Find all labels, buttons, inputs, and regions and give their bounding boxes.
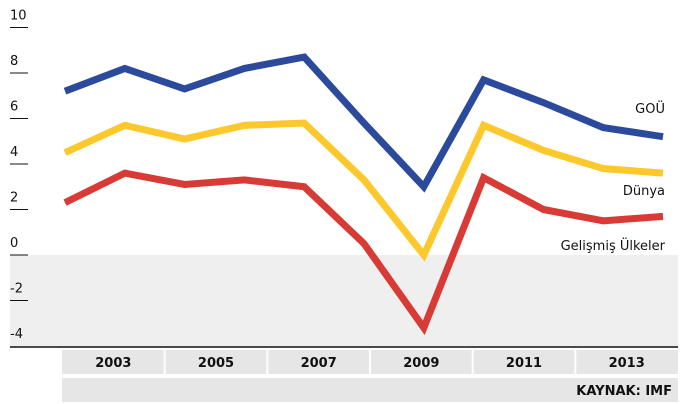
series-label: GOÜ [635, 100, 665, 117]
y-tick-label: 4 [10, 145, 18, 160]
x-tick-label: 2003 [95, 356, 131, 371]
series-line [63, 119, 664, 262]
y-tick-label: 2 [10, 191, 18, 206]
source: KAYNAK: IMF [576, 384, 672, 399]
y-tick-label: 10 [10, 9, 27, 24]
y-tick-label: -2 [10, 282, 23, 297]
series-label: Gelişmiş Ülkeler [561, 237, 666, 254]
x-tick-label: 2011 [506, 356, 542, 371]
negative-area [10, 255, 678, 347]
x-tick-label: 2009 [403, 356, 439, 371]
series-label: Dünya [623, 184, 665, 199]
series-line [63, 169, 664, 336]
y-tick-label: 8 [10, 54, 18, 69]
x-tick-label: 2007 [301, 356, 337, 371]
y-tick-label: 6 [10, 100, 18, 115]
series-line [63, 53, 664, 193]
x-tick-label: 2005 [198, 356, 234, 371]
y-tick-label: -4 [10, 327, 23, 342]
x-tick-label: 2013 [609, 356, 645, 371]
source-bar [62, 378, 678, 402]
y-tick-label: 0 [10, 236, 18, 251]
